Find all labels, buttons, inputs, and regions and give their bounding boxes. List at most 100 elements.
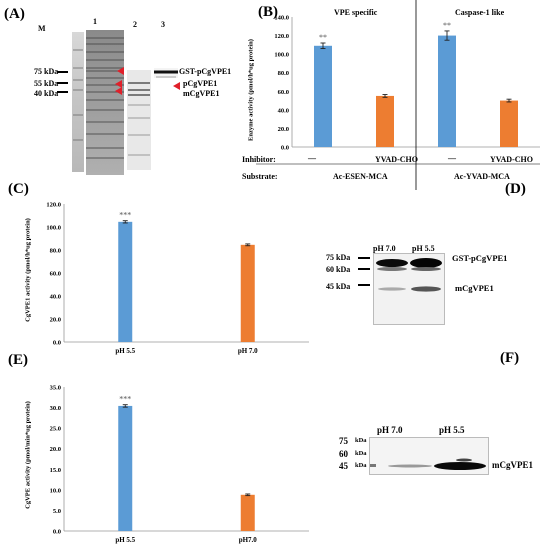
chart-bar (118, 221, 133, 342)
arrow-icon (115, 80, 122, 88)
band-arrows (115, 67, 180, 95)
section-caspase-1-like: Caspase-1 like (455, 8, 505, 17)
d-mw-75-label: 75 kDa (326, 253, 351, 262)
d-lane-ph55-label: pH 5.5 (412, 244, 435, 253)
chart-c-ylabel: CgVPE1 activity (pmol/h*ug protein) (24, 218, 32, 322)
lane-1 (86, 30, 124, 175)
y-tick-label: 40.0 (50, 294, 61, 301)
chart-e: 0.0 5.0 10.0 15.0 20.0 25.0 30.0 35.0 *** pH 5.5 p… (50, 385, 309, 544)
sds-page-gel (70, 30, 182, 175)
band-pcgvpe1-label: pCgVPE1 (183, 79, 218, 88)
inhibitor-row-label: Inhibitor: (242, 155, 276, 164)
inhibitor-none-2: — (448, 154, 456, 163)
d-mw-ticks (358, 257, 370, 286)
chart-bar (240, 244, 255, 342)
y-tick-label: 20.0 (50, 317, 61, 324)
band-gst-pcgvpe1-label: GST-pCgVPE1 (179, 67, 232, 76)
y-tick-label: 140.0 (274, 15, 289, 22)
inhibitor-yvad-cho-2: YVAD-CHO (490, 155, 533, 164)
chart-bar (500, 100, 518, 147)
y-tick-label: 15.0 (50, 467, 61, 474)
arrow-icon (115, 87, 122, 95)
lane-3-label: 3 (161, 20, 165, 29)
y-tick-label: 35.0 (50, 385, 61, 392)
chart-b-ylabel: Enzyme activity (pmol/h*ug protein) (247, 39, 255, 141)
chart-bar (118, 405, 133, 531)
f-mw-45-number: 45 (339, 461, 348, 471)
chart-c-ylabel-wrap: CgVPE1 activity (pmol/h*ug protein) (22, 200, 34, 340)
d-band-mcgvpe1-label: mCgVPE1 (455, 283, 494, 293)
chart-bar (376, 95, 394, 147)
panel-c-label: (C) (8, 181, 29, 197)
panel-b-label: (B) (258, 4, 278, 20)
inhibitor-yvad-cho-1: YVAD-CHO (375, 155, 418, 164)
d-lane-ph70-label: pH 7.0 (373, 244, 396, 253)
y-tick-label: 80.0 (50, 248, 61, 255)
x-category-label: pH 5.5 (115, 536, 135, 544)
y-tick-label: 20.0 (278, 126, 289, 133)
x-category-label: pH 5.5 (115, 347, 135, 355)
chart-e-ylabel-wrap: CgVPE activity (pmol/min*ug protein) (22, 380, 34, 530)
y-tick-label: 0.0 (281, 145, 289, 152)
lane-1-label: 1 (93, 17, 97, 26)
western-blot-d (373, 253, 445, 325)
y-tick-label: 5.0 (53, 508, 61, 515)
y-tick-label: 10.0 (50, 487, 61, 494)
x-category-label: pH7.0 (239, 536, 258, 544)
significance-label: *** (119, 211, 131, 220)
chart-bar (240, 494, 255, 531)
y-tick-label: 40.0 (278, 107, 289, 114)
panel-e-label: (E) (8, 352, 28, 368)
y-tick-label: 120.0 (46, 202, 61, 209)
y-tick-label: 100.0 (46, 225, 61, 232)
lane-2 (127, 70, 151, 170)
mw-marker-ticks (57, 71, 68, 93)
y-tick-label: 0.0 (53, 529, 61, 536)
y-tick-label: 80.0 (278, 70, 289, 77)
y-tick-label: 100.0 (274, 52, 289, 59)
y-tick-label: 20.0 (50, 446, 61, 453)
y-tick-label: 0.0 (53, 340, 61, 347)
panel-a-label: (A) (4, 6, 25, 22)
substrate-ac-esen-mca: Ac-ESEN-MCA (333, 172, 388, 181)
mw-55-label: 55 kDa (34, 79, 59, 88)
f-mw-60-number: 60 (339, 449, 348, 459)
y-tick-label: 60.0 (278, 89, 289, 96)
y-tick-label: 60.0 (50, 271, 61, 278)
lane-2-label: 2 (133, 20, 137, 29)
f-mw-75-number: 75 (339, 436, 348, 446)
f-mw-75-unit: kDa (355, 437, 367, 444)
f-mw-45-unit: kDa (355, 462, 367, 469)
d-band-gst-pcgvpe1-label: GST-pCgVPE1 (452, 253, 508, 263)
f-mw-60-unit: kDa (355, 450, 367, 457)
y-tick-label: 25.0 (50, 426, 61, 433)
mw-40-label: 40 kDa (34, 89, 59, 98)
d-mw-60-label: 60 kDa (326, 265, 351, 274)
significance-label: *** (119, 395, 131, 404)
marker-lane (72, 32, 84, 172)
chart-b: 0.0 20.0 40.0 60.0 80.0 100.0 120.0 140.0 ** ** (256, 0, 540, 190)
y-tick-label: 30.0 (50, 405, 61, 412)
f-band-mcgvpe1-label: mCgVPE1 (492, 460, 533, 470)
chart-bar (438, 35, 456, 148)
significance-label: ** (319, 33, 327, 42)
section-vpe-specific: VPE specific (334, 8, 378, 17)
f-lane-ph55-label: pH 5.5 (439, 425, 465, 435)
arrow-icon (117, 67, 124, 75)
substrate-row-label: Substrate: (242, 172, 278, 181)
x-category-label: pH 7.0 (238, 347, 258, 355)
panel-d-label: (D) (505, 181, 526, 197)
y-tick-label: 120.0 (274, 33, 289, 40)
arrow-icon (173, 82, 180, 90)
western-blot-f (369, 437, 489, 475)
chart-c: 0.0 20.0 40.0 60.0 80.0 100.0 120.0 *** pH 5.5 pH… (46, 202, 309, 355)
f-lane-ph70-label: pH 7.0 (377, 425, 403, 435)
chart-bar (314, 45, 332, 147)
inhibitor-none-1: — (308, 154, 316, 163)
panel-f-label: (F) (500, 350, 520, 366)
substrate-ac-yvad-mca: Ac-YVAD-MCA (454, 172, 510, 181)
significance-label: ** (443, 21, 451, 30)
band-mcgvpe1-label: mCgVPE1 (183, 89, 220, 98)
marker-lane-label: M (38, 24, 46, 33)
chart-e-ylabel: CgVPE activity (pmol/min*ug protein) (24, 401, 32, 509)
